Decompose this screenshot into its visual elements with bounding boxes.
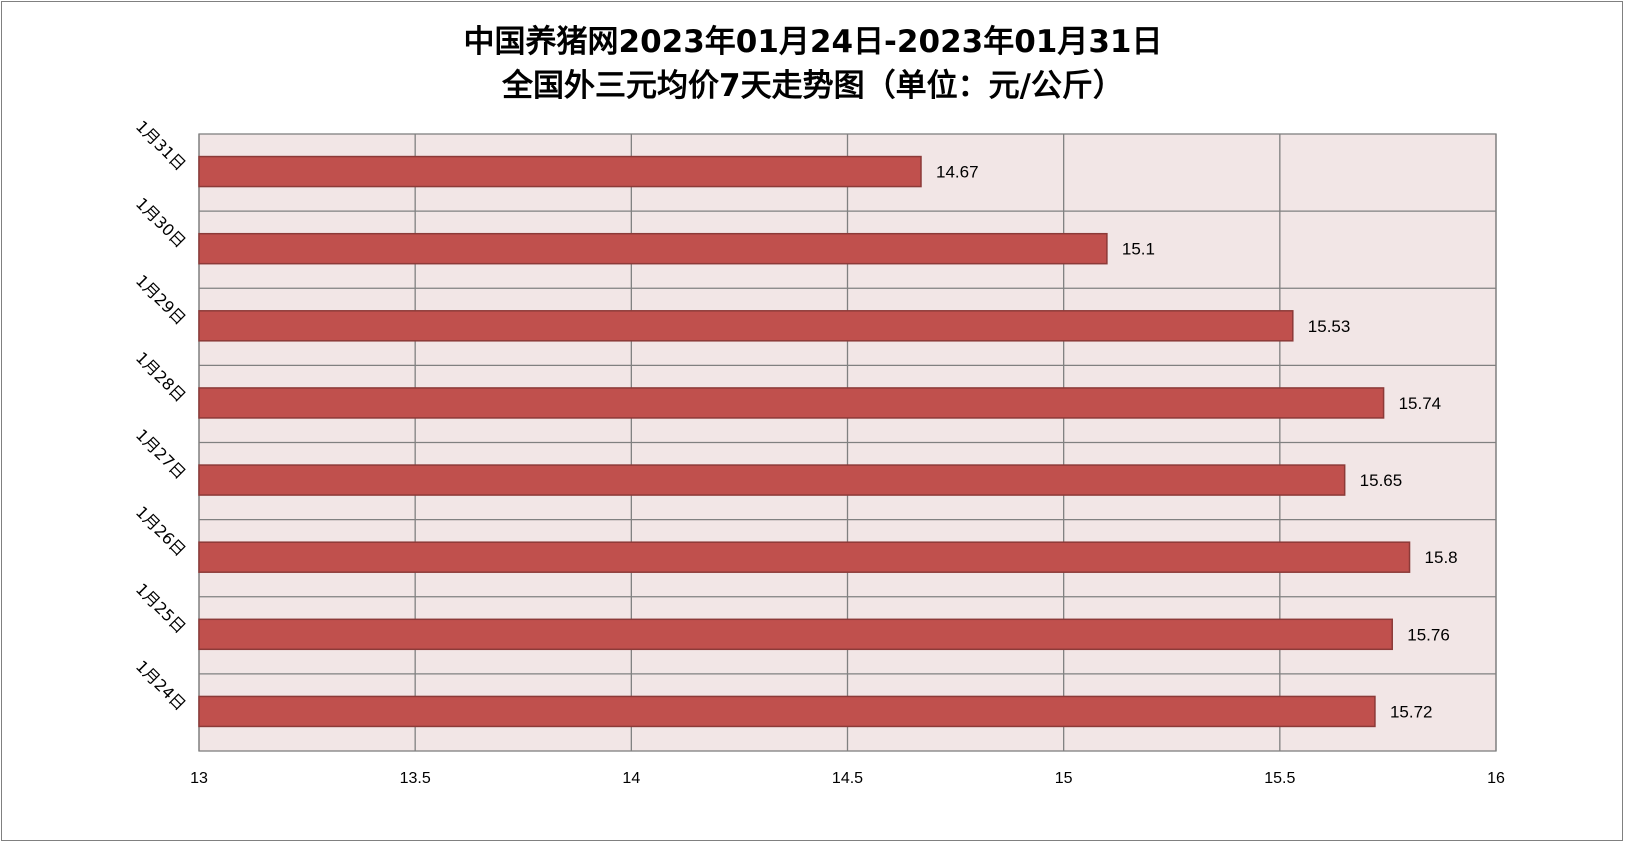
bar bbox=[198, 618, 1393, 651]
x-tick-label: 13 bbox=[190, 770, 208, 787]
bar bbox=[198, 387, 1385, 419]
plot-border bbox=[198, 133, 1497, 752]
y-tick-label: 1月29日 bbox=[132, 271, 190, 329]
data-label: 15.65 bbox=[1360, 471, 1403, 490]
data-label: 15.8 bbox=[1425, 548, 1458, 567]
bar bbox=[198, 541, 1411, 573]
y-tick-label: 1月27日 bbox=[132, 425, 190, 483]
data-label: 15.74 bbox=[1399, 394, 1442, 413]
y-tick-label: 1月25日 bbox=[132, 579, 190, 637]
data-label: 15.72 bbox=[1390, 702, 1433, 721]
x-tick-label: 14 bbox=[622, 770, 640, 787]
y-tick-label: 1月24日 bbox=[132, 657, 190, 715]
y-tick-label: 1月30日 bbox=[132, 194, 190, 252]
bar bbox=[198, 695, 1376, 728]
data-label: 15.53 bbox=[1308, 317, 1351, 336]
bar bbox=[198, 155, 922, 188]
y-tick-label: 1月26日 bbox=[132, 502, 190, 560]
bar bbox=[198, 310, 1294, 342]
x-tick-label: 15.5 bbox=[1264, 770, 1295, 787]
chart-title-line1: 中国养猪网2023年01月24日-2023年01月31日 bbox=[463, 24, 1163, 60]
x-tick-label: 14.5 bbox=[832, 770, 863, 787]
bar bbox=[198, 464, 1346, 496]
x-tick-label: 15 bbox=[1055, 770, 1073, 787]
data-label: 15.76 bbox=[1407, 625, 1450, 644]
y-tick-label: 1月31日 bbox=[132, 117, 190, 175]
x-tick-label: 16 bbox=[1487, 770, 1505, 787]
x-tick-label: 13.5 bbox=[400, 770, 431, 787]
data-label: 15.1 bbox=[1122, 240, 1155, 259]
bar bbox=[198, 232, 1108, 265]
chart-title-line2: 全国外三元均价7天走势图（单位：元/公斤） bbox=[502, 68, 1124, 104]
data-label: 14.67 bbox=[936, 163, 979, 182]
y-tick-label: 1月28日 bbox=[132, 348, 190, 406]
